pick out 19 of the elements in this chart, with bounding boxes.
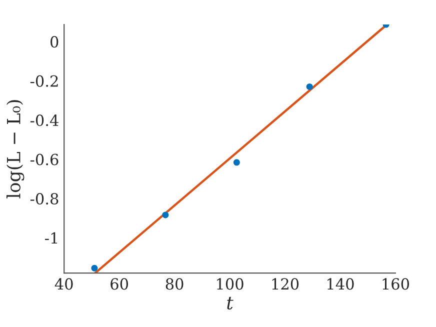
x-tick-label: 80 (166, 278, 184, 290)
y-axis-title: log(L − L₀) (6, 100, 24, 198)
y-tick-label: -0.8 (30, 192, 58, 205)
y-tick-label: 0 (50, 36, 58, 48)
point (306, 83, 313, 90)
y-tick-label: -1 (45, 232, 58, 244)
y-tick-label: -0.6 (30, 154, 58, 166)
x-tick-label: 160 (382, 278, 410, 290)
x-axis-title: t (227, 296, 234, 310)
point (91, 264, 98, 272)
x-tick-label: 120 (272, 278, 299, 290)
x-tick-label: 40 (54, 278, 73, 290)
point (233, 159, 240, 166)
y-tick-label: -0.2 (30, 75, 58, 87)
x-tick-label: 60 (110, 278, 128, 290)
point (162, 212, 169, 218)
y-tick-label: -0.4 (30, 114, 58, 126)
x-tick-label: 100 (217, 278, 244, 290)
x-tick-label: 140 (328, 278, 354, 290)
